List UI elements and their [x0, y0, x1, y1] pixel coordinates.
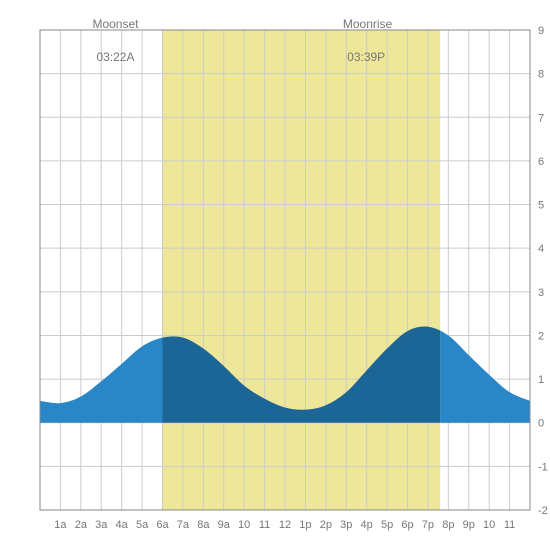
x-tick-label: 11: [259, 519, 270, 531]
y-tick-label: 0: [538, 418, 544, 430]
x-tick-label: 1p: [299, 519, 311, 531]
y-tick-label: 6: [538, 156, 544, 168]
y-tick-label: 7: [538, 112, 544, 124]
x-tick-label: 4p: [361, 519, 373, 531]
x-tick-label: 6a: [156, 519, 169, 531]
x-tick-label: 2p: [320, 519, 332, 531]
moonrise-label: Moonrise: [343, 17, 392, 31]
x-tick-label: 9a: [218, 519, 231, 531]
x-tick-label: 2a: [75, 519, 88, 531]
x-tick-label: 3p: [340, 519, 352, 531]
x-tick-label: 3a: [95, 519, 108, 531]
moonset-time: 03:22A: [96, 50, 134, 64]
y-tick-label: 9: [538, 25, 544, 37]
y-tick-label: -2: [538, 505, 548, 517]
y-tick-label: 3: [538, 287, 544, 299]
y-tick-label: -1: [538, 461, 548, 473]
x-tick-label: 8p: [442, 519, 454, 531]
x-tick-label: 5a: [136, 519, 149, 531]
x-tick-label: 8a: [197, 519, 210, 531]
x-tick-label: 5p: [381, 519, 393, 531]
x-tick-label: 11: [504, 519, 515, 531]
moonrise-annotation: Moonrise 03:39P: [330, 0, 390, 81]
x-tick-label: 4a: [116, 519, 129, 531]
x-tick-label: 10: [238, 519, 250, 531]
y-tick-label: 5: [538, 200, 544, 212]
y-tick-label: 2: [538, 330, 544, 342]
x-tick-label: 9p: [463, 519, 475, 531]
daylight-band: [163, 30, 441, 510]
x-tick-label: 10: [483, 519, 495, 531]
tide-chart: -2-101234567891a2a3a4a5a6a7a8a9a1011121p…: [0, 0, 550, 550]
x-tick-label: 6p: [401, 519, 413, 531]
x-tick-label: 12: [279, 519, 291, 531]
moonset-label: Moonset: [92, 17, 138, 31]
moonrise-time: 03:39P: [347, 50, 385, 64]
chart-svg: -2-101234567891a2a3a4a5a6a7a8a9a1011121p…: [0, 0, 550, 550]
y-tick-label: 1: [538, 374, 544, 386]
y-tick-label: 8: [538, 69, 544, 81]
y-tick-label: 4: [538, 243, 544, 255]
x-tick-label: 7p: [422, 519, 434, 531]
moonset-annotation: Moonset 03:22A: [79, 0, 139, 81]
x-tick-label: 7a: [177, 519, 190, 531]
x-tick-label: 1a: [54, 519, 67, 531]
